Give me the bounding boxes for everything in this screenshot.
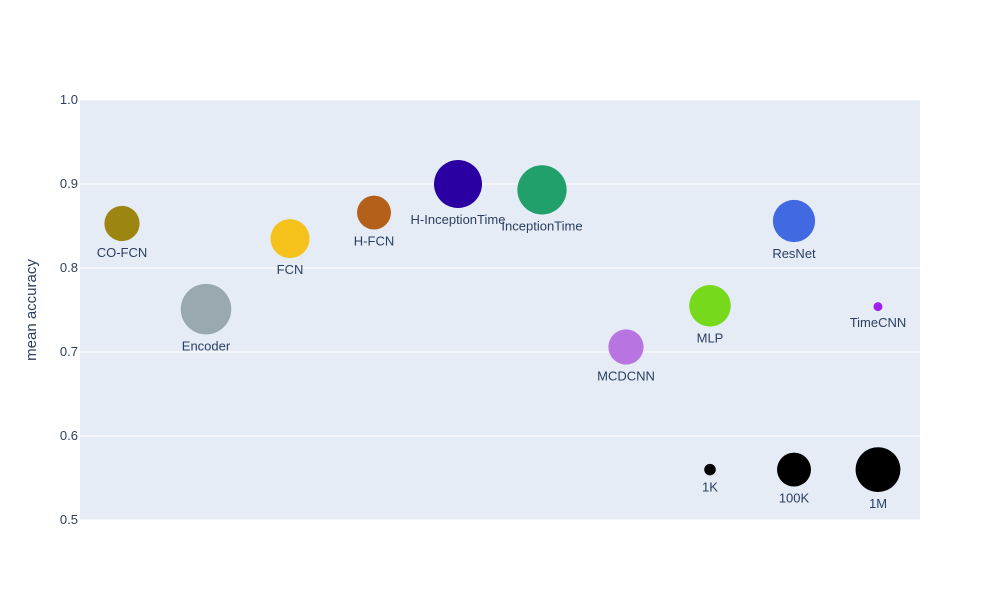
size-legend-item: 1M bbox=[855, 447, 901, 511]
bubble-marker bbox=[270, 219, 310, 259]
data-point: H-InceptionTime bbox=[411, 160, 506, 227]
y-tick-label: 1.0 bbox=[60, 92, 78, 107]
point-label: H-FCN bbox=[354, 234, 394, 249]
bubble-marker bbox=[180, 283, 232, 335]
point-label: CO-FCN bbox=[97, 245, 148, 260]
data-point: ResNet bbox=[772, 199, 816, 261]
size-legend-marker bbox=[855, 447, 901, 492]
data-point: TimeCNN bbox=[850, 302, 907, 330]
bubble-marker bbox=[689, 285, 731, 327]
y-tick-label: 0.6 bbox=[60, 428, 78, 443]
point-label: TimeCNN bbox=[850, 315, 907, 330]
point-label: H-InceptionTime bbox=[411, 212, 506, 227]
y-tick-label: 0.5 bbox=[60, 512, 78, 527]
data-point: Encoder bbox=[180, 283, 232, 353]
bubble-marker bbox=[772, 199, 816, 243]
data-point: H-FCN bbox=[354, 195, 394, 249]
size-legend-label: 1K bbox=[702, 479, 718, 494]
bubble-marker bbox=[104, 205, 140, 242]
data-point: MLP bbox=[689, 285, 731, 346]
point-label: InceptionTime bbox=[501, 219, 582, 234]
size-legend-marker bbox=[777, 452, 811, 487]
data-point: FCN bbox=[270, 219, 310, 277]
y-tick-label: 0.8 bbox=[60, 260, 78, 275]
bubble-marker bbox=[357, 195, 391, 230]
size-legend-label: 1M bbox=[869, 496, 887, 511]
size-legend-marker bbox=[704, 463, 716, 476]
size-legend-item: 1K bbox=[702, 463, 718, 494]
point-label: MLP bbox=[697, 331, 724, 346]
point-label: Encoder bbox=[182, 338, 231, 353]
bubble-marker bbox=[608, 329, 644, 365]
y-tick-label: 0.9 bbox=[60, 176, 78, 191]
size-legend-item: 100K bbox=[777, 452, 811, 506]
point-label: MCDCNN bbox=[597, 369, 655, 384]
bubble-marker bbox=[873, 302, 883, 312]
y-axis-title: mean accuracy bbox=[23, 259, 40, 361]
y-tick-label: 0.7 bbox=[60, 344, 78, 359]
bubble-marker bbox=[517, 165, 567, 215]
data-point: MCDCNN bbox=[597, 329, 655, 384]
point-label: ResNet bbox=[772, 246, 816, 261]
data-point: CO-FCN bbox=[97, 205, 148, 260]
bubble-marker bbox=[434, 160, 482, 208]
point-label: FCN bbox=[277, 262, 304, 277]
data-point: InceptionTime bbox=[501, 165, 583, 234]
size-legend-label: 100K bbox=[779, 491, 810, 506]
data-points: CO-FCN Encoder FCN H-FCN H-InceptionTimeInce… bbox=[97, 160, 907, 384]
size-legend: 1K 100K 1M bbox=[702, 447, 901, 511]
grid-layer bbox=[80, 99, 920, 521]
y-tick-labels: 0.5 0.6 0.7 0.8 0.9 1.0 bbox=[60, 92, 78, 527]
